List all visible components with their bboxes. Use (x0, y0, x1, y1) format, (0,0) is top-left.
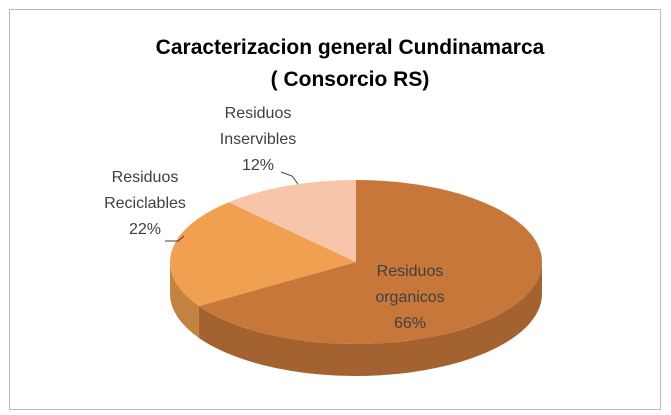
slice-value-label: 22% (129, 221, 161, 238)
slice-value-label: 12% (242, 157, 274, 174)
slice (228, 180, 356, 262)
slice-label: Residuos Inservibles (220, 105, 296, 148)
slice-value-label: 66% (394, 315, 426, 332)
chart-title: Caracterizacion general Cundinamarca( Co… (156, 36, 545, 91)
slice-side (198, 262, 542, 376)
slice (169, 202, 356, 306)
slice-label: Residuos Reciclables (104, 169, 186, 212)
slice-label: Residuos organicos (375, 263, 444, 306)
leader-line (165, 235, 185, 242)
slice-side (170, 262, 199, 338)
leader-line (280, 171, 299, 185)
slice (198, 180, 542, 344)
